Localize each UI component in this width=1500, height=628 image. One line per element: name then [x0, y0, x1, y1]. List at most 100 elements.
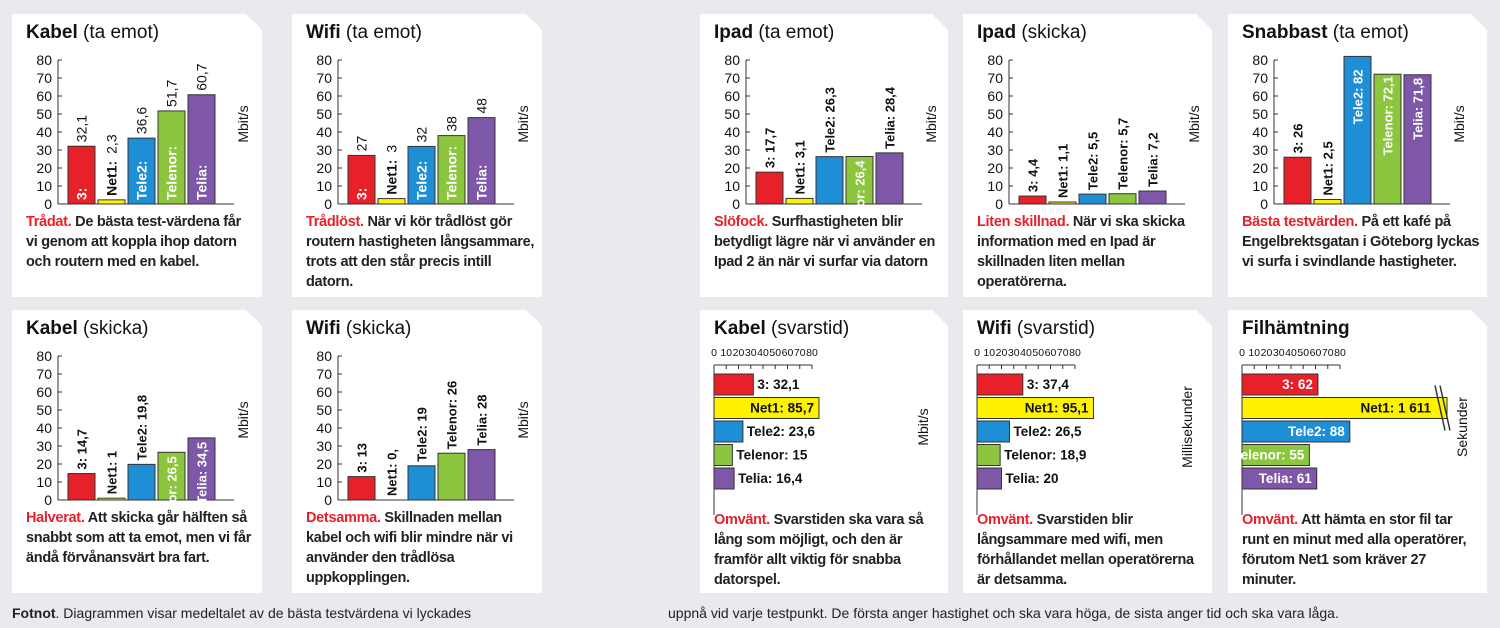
y-tick-label: 40: [987, 124, 1003, 140]
x-tick-label: 50: [769, 347, 781, 359]
x-tick-label: 20: [996, 347, 1008, 359]
bar-value-label: 27: [354, 136, 370, 152]
chart-title-bold: Filhämtning: [1242, 318, 1350, 339]
caption-text: Att hämta en stor fil tar runt en minut …: [1242, 512, 1467, 588]
bar-category-label: Tele2:: [134, 161, 150, 200]
x-tick-label: 40: [1020, 347, 1032, 359]
x-tick-label: 70: [1322, 347, 1334, 359]
x-tick-label: 50: [1297, 347, 1309, 359]
bar-label: Net1: 1,1: [1056, 144, 1071, 198]
y-tick-label: 20: [316, 456, 332, 472]
y-tick-label: 50: [987, 106, 1003, 122]
bar-3: [756, 172, 783, 204]
bar-value-label: 60,7: [194, 63, 210, 90]
bar-3: [68, 474, 95, 500]
bar-value-label: 32,1: [74, 115, 90, 142]
chart-title-bold: Kabel: [26, 318, 78, 339]
caption-text: Skillnaden mellan kabel och wifi blir mi…: [306, 510, 513, 586]
unit-label: Mbit/s: [235, 401, 251, 438]
footnote-right: uppnå vid varje testpunkt. De första ang…: [668, 605, 1339, 621]
bar-label: 3: 32,1: [757, 377, 800, 392]
unit-label: Sekunder: [1454, 397, 1470, 457]
unit-label: Mbit/s: [915, 408, 931, 445]
y-tick-label: 60: [724, 88, 740, 104]
chart-svg: 0 10 20 30 40 50 60 70 80 Mbit/s 3: 32,1 Net1: 2,3 Tel…: [12, 14, 262, 297]
y-tick-label: 10: [724, 178, 740, 194]
chart-title: Wifi (ta emot): [306, 22, 422, 44]
bar-3: [348, 155, 375, 204]
bar-telenor: [977, 445, 1000, 466]
x-tick-label: 70: [1057, 347, 1069, 359]
y-tick-label: 80: [1252, 52, 1268, 68]
y-tick-label: 50: [36, 402, 52, 418]
bar-label: Telia: 28: [475, 395, 490, 446]
chart-title-bold: Kabel: [714, 318, 766, 339]
chart-caption: Bästa testvärden. På ett kafé på Engelbr…: [1242, 212, 1481, 272]
chart-svg: 0 10 20 30 40 50 60 70 80 Mbit/s 3: 4,4 Net1: 1,1 Te…: [963, 14, 1212, 297]
unit-label: Mbit/s: [1451, 105, 1467, 142]
y-tick-label: 60: [987, 88, 1003, 104]
bar-3: [1242, 374, 1318, 395]
x-tick-label: 0: [711, 347, 717, 359]
chart-title-rest: (skicka): [340, 318, 412, 339]
bar-label: Telia: 34,5: [195, 442, 210, 504]
bar-3: [68, 146, 95, 204]
bar-label: 3: 13: [355, 443, 370, 473]
bar-net1: [714, 398, 819, 419]
chart-caption: Liten skillnad. När vi ska skicka inform…: [977, 212, 1206, 292]
chart-panel: Kabel (ta emot) 0 10 20 30 40 50 60 70 80 Mbit/s 3:…: [12, 14, 262, 297]
bar-label: Net1: 3,1: [793, 140, 808, 194]
chart-caption: Trådlöst. När vi kör trådlöst gör router…: [306, 212, 536, 292]
bar-telia: [468, 450, 495, 500]
bar-telia: [714, 468, 734, 489]
y-tick-label: 0: [44, 492, 52, 508]
bar-label: Telenor: 15: [736, 448, 808, 463]
bar-label: Telenor: 5,7: [1116, 118, 1131, 190]
bar-label: 3: 17,7: [763, 128, 778, 168]
bar-category-label: Telenor:: [164, 146, 180, 200]
chart-panel: Wifi (ta emot) 0 10 20 30 40 50 60 70 80 Mbit/s 3: 2…: [292, 14, 542, 297]
y-tick-label: 40: [36, 420, 52, 436]
axis-break-icon: [1435, 386, 1450, 431]
bar-label: Net1: 0,: [385, 449, 400, 496]
bar-label: Telia: 16,4: [738, 471, 803, 486]
caption-lead: Halverat.: [26, 510, 85, 526]
y-tick-label: 20: [36, 456, 52, 472]
chart-caption: Halverat. Att skicka går hälften så snab…: [26, 508, 256, 568]
bar-label: 3: 26: [1291, 124, 1306, 154]
chart-svg: 0 10 20 30 40 50 60 70 80 Sekunder 3: 62 Net1: 1 61…: [1228, 310, 1487, 593]
bar-tele2: [977, 421, 1009, 442]
bar-telia: [188, 95, 215, 204]
y-tick-label: 70: [1252, 70, 1268, 86]
chart-title-rest: (skicka): [1016, 22, 1087, 43]
y-tick-label: 70: [36, 366, 52, 382]
bar-label: Net1: 95,1: [1025, 401, 1089, 416]
x-tick-label: 80: [1069, 347, 1081, 359]
bar-telia: [188, 438, 215, 500]
chart-title: Kabel (svarstid): [714, 318, 849, 340]
chart-title-bold: Snabbast: [1242, 22, 1328, 43]
y-tick-label: 80: [987, 52, 1003, 68]
bar-category-label: Tele2:: [414, 161, 430, 200]
chart-panel: Ipad (ta emot) 0 10 20 30 40 50 60 70 80 Mbit/s 3: …: [700, 14, 948, 297]
bar-telenor: [1374, 74, 1401, 204]
bar-3: [348, 477, 375, 500]
bar-telia: [1139, 191, 1166, 204]
y-tick-label: 20: [987, 160, 1003, 176]
y-tick-label: 30: [724, 142, 740, 158]
x-tick-label: 30: [745, 347, 757, 359]
bar-label: Telia: 20: [1006, 471, 1059, 486]
chart-svg: 0 10 20 30 40 50 60 70 80 Mbit/s 3: 27 Net1: 3 Tele2: 3…: [292, 14, 542, 297]
unit-label: Mbit/s: [923, 105, 939, 142]
x-tick-label: 10: [1248, 347, 1260, 359]
y-tick-label: 30: [36, 438, 52, 454]
unit-label: Mbit/s: [515, 105, 531, 142]
caption-text: När vi ska skicka information med en Ipa…: [977, 214, 1185, 290]
x-tick-label: 40: [1285, 347, 1297, 359]
x-tick-label: 10: [720, 347, 732, 359]
bar-tele2: [408, 466, 435, 500]
footnote-lead: Fotnot: [12, 605, 56, 621]
bar-label: Telia: 28,4: [883, 86, 898, 149]
bar-net1: [1314, 200, 1341, 205]
y-tick-label: 30: [36, 142, 52, 158]
